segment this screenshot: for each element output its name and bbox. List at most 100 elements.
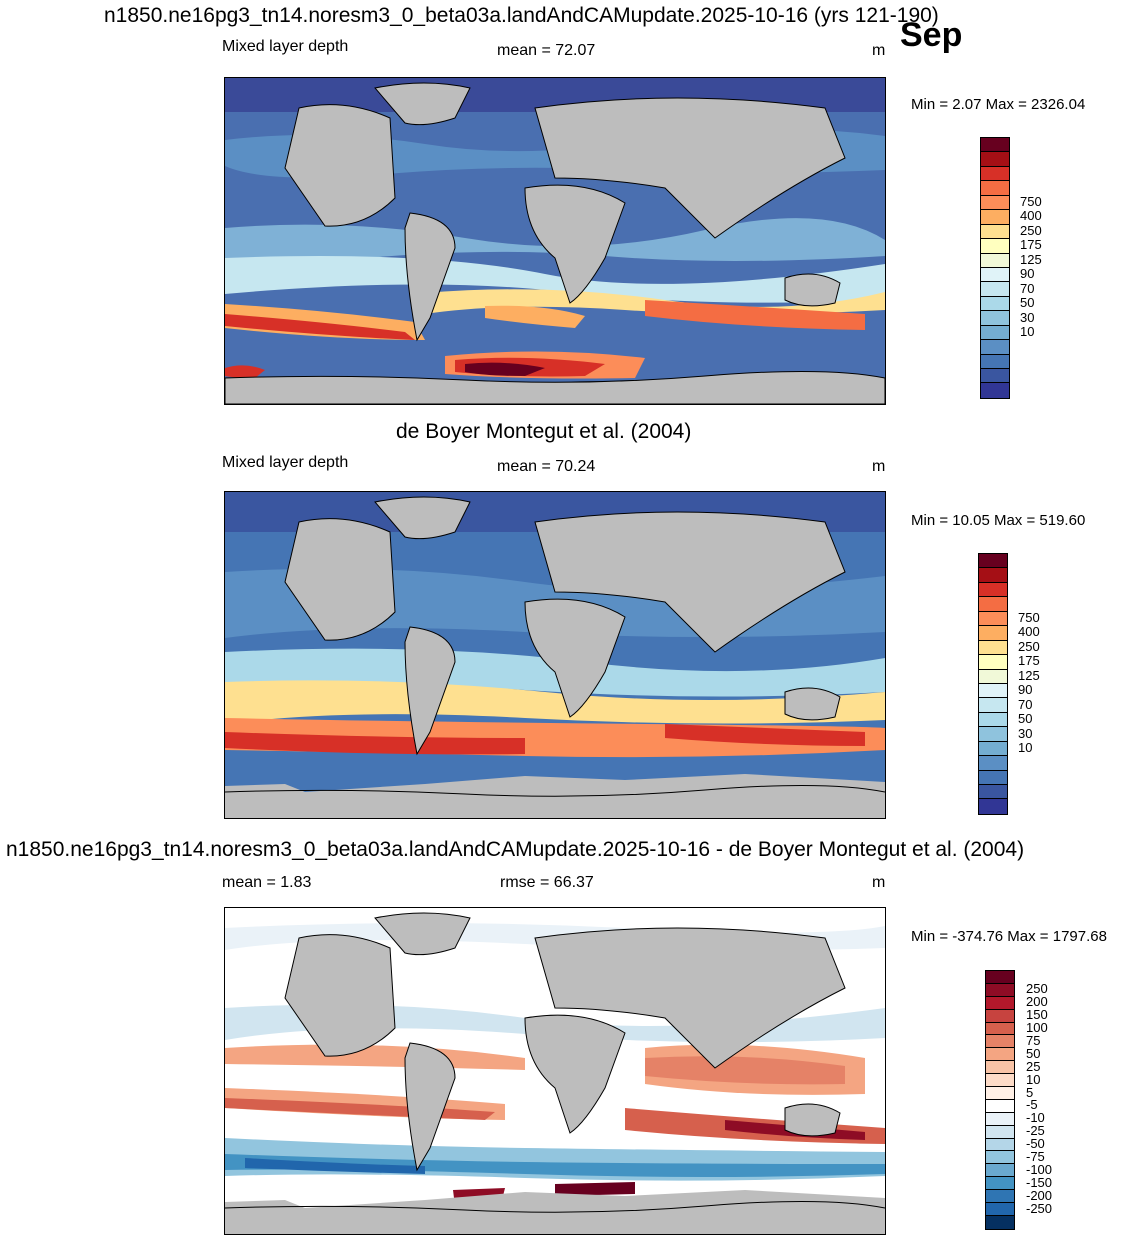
colorbar-swatch bbox=[979, 712, 1007, 728]
panel1-minmax: Min = 2.07 Max = 2326.04 bbox=[911, 96, 1086, 113]
panel3-mean: mean = 1.83 bbox=[222, 874, 312, 891]
colorbar-swatch bbox=[981, 369, 1009, 384]
colorbar-swatch bbox=[979, 727, 1007, 742]
colorbar-tick-label: 175 bbox=[1020, 237, 1042, 253]
colorbar-tick-label: 200 bbox=[1026, 994, 1048, 1010]
colorbar-swatch bbox=[981, 152, 1009, 167]
panel3-map-svg bbox=[225, 908, 885, 1234]
colorbar-swatch bbox=[986, 1061, 1014, 1075]
colorbar-swatch bbox=[979, 799, 1007, 814]
colorbar-swatch bbox=[981, 325, 1009, 341]
colorbar-tick-label: 50 bbox=[1026, 1045, 1041, 1061]
colorbar-tick-label: 30 bbox=[1020, 309, 1035, 325]
colorbar-swatch bbox=[981, 253, 1009, 268]
colorbar-tick-label: 250 bbox=[1018, 638, 1040, 654]
panel2-minmax: Min = 10.05 Max = 519.60 bbox=[911, 512, 1086, 529]
colorbar-tick-label: 250 bbox=[1026, 981, 1048, 997]
colorbar-swatch bbox=[986, 971, 1014, 984]
colorbar-tick-label: -50 bbox=[1026, 1136, 1045, 1152]
colorbar-swatch bbox=[979, 698, 1007, 713]
colorbar-tick-label: 750 bbox=[1018, 610, 1040, 625]
colorbar-swatch bbox=[979, 611, 1007, 627]
colorbar-swatch bbox=[986, 1190, 1014, 1204]
colorbar-swatch bbox=[986, 1048, 1014, 1062]
colorbar-swatch bbox=[979, 640, 1007, 656]
colorbar-swatch bbox=[986, 983, 1014, 997]
panel1-colorbar bbox=[980, 137, 1010, 399]
colorbar-swatch bbox=[979, 756, 1007, 771]
colorbar-swatch bbox=[979, 655, 1007, 670]
colorbar-swatch bbox=[979, 554, 1007, 569]
colorbar-swatch bbox=[981, 195, 1009, 211]
colorbar-tick-label: 30 bbox=[1018, 725, 1033, 741]
colorbar-tick-label: -250 bbox=[1026, 1200, 1053, 1216]
colorbar-swatch bbox=[981, 224, 1009, 240]
colorbar-tick-label: 750 bbox=[1020, 194, 1042, 209]
colorbar-tick-label: 70 bbox=[1020, 280, 1035, 296]
colorbar-swatch bbox=[986, 1112, 1014, 1126]
colorbar-tick-label: 25 bbox=[1026, 1058, 1041, 1074]
colorbar-swatch bbox=[981, 239, 1009, 254]
colorbar-tick-label: 125 bbox=[1018, 667, 1040, 683]
colorbar-swatch bbox=[986, 1125, 1014, 1139]
colorbar-swatch bbox=[986, 1164, 1014, 1178]
colorbar-swatch bbox=[986, 1177, 1014, 1191]
panel2-colorbar-labels: 750 400 250 175 125 90 70 50 30 10 bbox=[1018, 553, 1078, 815]
colorbar-tick-label: 50 bbox=[1018, 711, 1033, 727]
panel2-colorbar bbox=[978, 553, 1008, 815]
colorbar-swatch bbox=[986, 1087, 1014, 1100]
colorbar-tick-label: -150 bbox=[1026, 1174, 1053, 1190]
month-label: Sep bbox=[900, 16, 963, 54]
panel2-units: m bbox=[872, 458, 886, 475]
colorbar-swatch bbox=[981, 267, 1009, 283]
panel2-variable: Mixed layer depth bbox=[222, 454, 349, 471]
panel2-heading: de Boyer Montegut et al. (2004) bbox=[396, 420, 692, 443]
colorbar-tick-label: -10 bbox=[1026, 1110, 1045, 1126]
colorbar-swatch bbox=[986, 1215, 1014, 1229]
colorbar-tick-label: 75 bbox=[1026, 1032, 1041, 1048]
colorbar-swatch bbox=[986, 1138, 1014, 1152]
colorbar-swatch bbox=[979, 597, 1007, 612]
panel3-units: m bbox=[872, 874, 886, 891]
panel3-rmse: rmse = 66.37 bbox=[500, 874, 594, 891]
panel1-map bbox=[224, 77, 886, 405]
colorbar-swatch bbox=[979, 568, 1007, 583]
colorbar-swatch bbox=[979, 669, 1007, 684]
colorbar-swatch bbox=[986, 1151, 1014, 1165]
colorbar-swatch bbox=[986, 1099, 1014, 1113]
panel3-colorbar-labels: 250 200 150 100 75 50 25 10 5 -5 -10 -25 -50 -75 -100-… bbox=[1026, 970, 1086, 1230]
colorbar-swatch bbox=[979, 785, 1007, 800]
colorbar-swatch bbox=[986, 1074, 1014, 1088]
colorbar-swatch bbox=[981, 354, 1009, 369]
panel2-map bbox=[224, 491, 886, 819]
colorbar-tick-label: 50 bbox=[1020, 295, 1035, 311]
panel2-map-svg bbox=[225, 492, 885, 818]
colorbar-tick-label: 400 bbox=[1018, 624, 1040, 640]
panel2-mean: mean = 70.24 bbox=[497, 458, 596, 475]
colorbar-tick-label: 400 bbox=[1020, 208, 1042, 224]
colorbar-tick-label: 10 bbox=[1018, 740, 1033, 755]
colorbar-tick-label: 250 bbox=[1020, 222, 1042, 238]
panel3-map bbox=[224, 907, 886, 1235]
colorbar-swatch bbox=[979, 582, 1007, 598]
colorbar-swatch bbox=[986, 1022, 1014, 1036]
colorbar-swatch bbox=[981, 311, 1009, 326]
colorbar-tick-label: 100 bbox=[1026, 1020, 1048, 1036]
colorbar-swatch bbox=[986, 1035, 1014, 1049]
panel1-map-svg bbox=[225, 78, 885, 404]
colorbar-tick-label: -5 bbox=[1026, 1097, 1038, 1113]
colorbar-swatch bbox=[981, 383, 1009, 398]
colorbar-tick-label: 10 bbox=[1020, 324, 1035, 339]
colorbar-tick-label: 175 bbox=[1018, 653, 1040, 669]
colorbar-swatch bbox=[981, 282, 1009, 297]
panel1-units: m bbox=[872, 42, 886, 59]
colorbar-tick-label: 70 bbox=[1018, 696, 1033, 712]
colorbar-tick-label: 90 bbox=[1020, 266, 1035, 282]
colorbar-swatch bbox=[986, 1009, 1014, 1023]
colorbar-swatch bbox=[981, 296, 1009, 312]
colorbar-swatch bbox=[981, 166, 1009, 182]
colorbar-tick-label: -200 bbox=[1026, 1187, 1053, 1203]
colorbar-tick-label: -75 bbox=[1026, 1149, 1045, 1165]
colorbar-tick-label: 10 bbox=[1026, 1071, 1041, 1087]
